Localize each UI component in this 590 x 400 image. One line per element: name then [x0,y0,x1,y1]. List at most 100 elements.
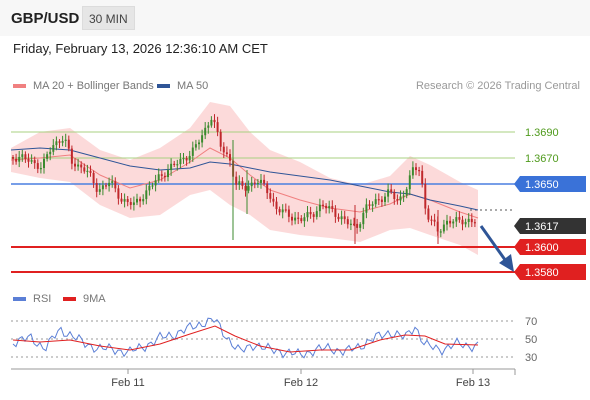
candle-body [33,160,36,164]
ma20-swatch [13,84,26,88]
candle-body [101,185,104,190]
candle-body [238,181,241,185]
candle-body [318,204,321,212]
candle-body [362,212,365,225]
candle-body [201,135,204,143]
rsi-label-30: 30 [525,352,537,364]
rsi-label-70: 70 [525,316,537,328]
candle-body [408,175,411,190]
candle-body [67,139,70,149]
candle-body [365,204,368,213]
candle-body [380,199,383,202]
candle-body [204,127,207,136]
candle-body [371,204,374,206]
level-badge-1.3580: 1.3580 [514,264,586,280]
candle-body [402,195,405,197]
svg-text:1.3580: 1.3580 [525,267,559,279]
candle-body [80,164,83,168]
candle-body [222,146,225,153]
candle-body [95,183,98,192]
candle-body [250,182,253,187]
candle-body [120,198,123,202]
candle-body [49,151,52,155]
level-badge-1.3617: 1.3617 [514,218,586,234]
candle-body [421,170,424,184]
ma50-label: MA 50 [177,80,209,92]
timeframe-selector[interactable]: 30 MIN [82,6,135,30]
candle-body [142,199,145,202]
candle-body [343,216,346,220]
bollinger-band-area [11,102,478,255]
candle-body [213,119,216,123]
candle-body [241,181,244,186]
candle-body [163,175,166,178]
candle-body [464,221,467,225]
time-label-feb13: Feb 13 [456,377,490,389]
candle-body [244,185,247,191]
chart-header: GBP/USD 30 MIN [0,0,590,36]
candle-body [188,155,191,161]
candle-body [312,214,315,217]
candle-body [461,219,464,225]
candle-body [117,188,120,199]
candle-body [64,139,67,141]
candle-body [284,209,287,211]
bollinger-band [11,102,478,255]
svg-text:1.3600: 1.3600 [525,242,559,254]
forecast-arrow [479,225,514,272]
candle-body [126,199,129,203]
candle-body [114,181,117,189]
ma50-swatch [157,84,170,88]
candle-body [39,168,42,170]
candle-body [328,206,331,209]
candle-body [349,223,352,225]
candle-body [43,158,45,169]
svg-text:1.3650: 1.3650 [525,179,559,191]
candle-body [278,209,281,213]
candle-body [297,217,300,219]
rsi-swatch [13,297,26,301]
candle-body [210,119,213,126]
candle-body [393,191,396,200]
candle-body [167,170,169,178]
candle-body [105,185,107,187]
candle-body [154,180,157,186]
candle-body [194,144,197,148]
candle-body [111,181,114,183]
level-label-1.3670: 1.3670 [525,153,559,165]
candle-body [86,170,89,172]
candle-body [340,216,343,220]
legend-ma50: MA 50 [157,80,208,92]
candle-body [55,141,58,146]
candle-body [129,202,132,205]
candle-body [89,170,92,173]
legend-rsi-ma: 9MA [63,293,106,305]
candle-body [235,176,238,185]
candle-body [334,208,337,217]
legend-ma20: MA 20 + Bollinger Bands [13,80,154,92]
candle-body [418,170,421,172]
rsi-ma-label: 9MA [83,293,106,305]
level-badge-1.3600: 1.3600 [514,239,586,255]
candle-body [306,211,309,218]
candle-body [387,189,390,197]
candle-body [207,125,210,128]
time-label-feb11: Feb 11 [111,377,144,389]
candle-body [353,223,355,225]
candle-body [346,219,349,225]
rsi-label-50: 50 [525,334,537,346]
candle-body [132,202,135,205]
candle-body [309,211,312,215]
candle-body [219,131,222,147]
currency-pair-title: GBP/USD [11,10,80,27]
candle-body [61,140,64,143]
candle-body [256,182,259,185]
candle-body [473,222,476,224]
candle-body [216,122,219,132]
candle-body [377,199,380,201]
rsi-label: RSI [33,293,52,305]
candle-body [30,160,33,162]
candle-body [455,217,458,222]
candle-body [191,147,194,156]
candle-body [52,145,55,152]
